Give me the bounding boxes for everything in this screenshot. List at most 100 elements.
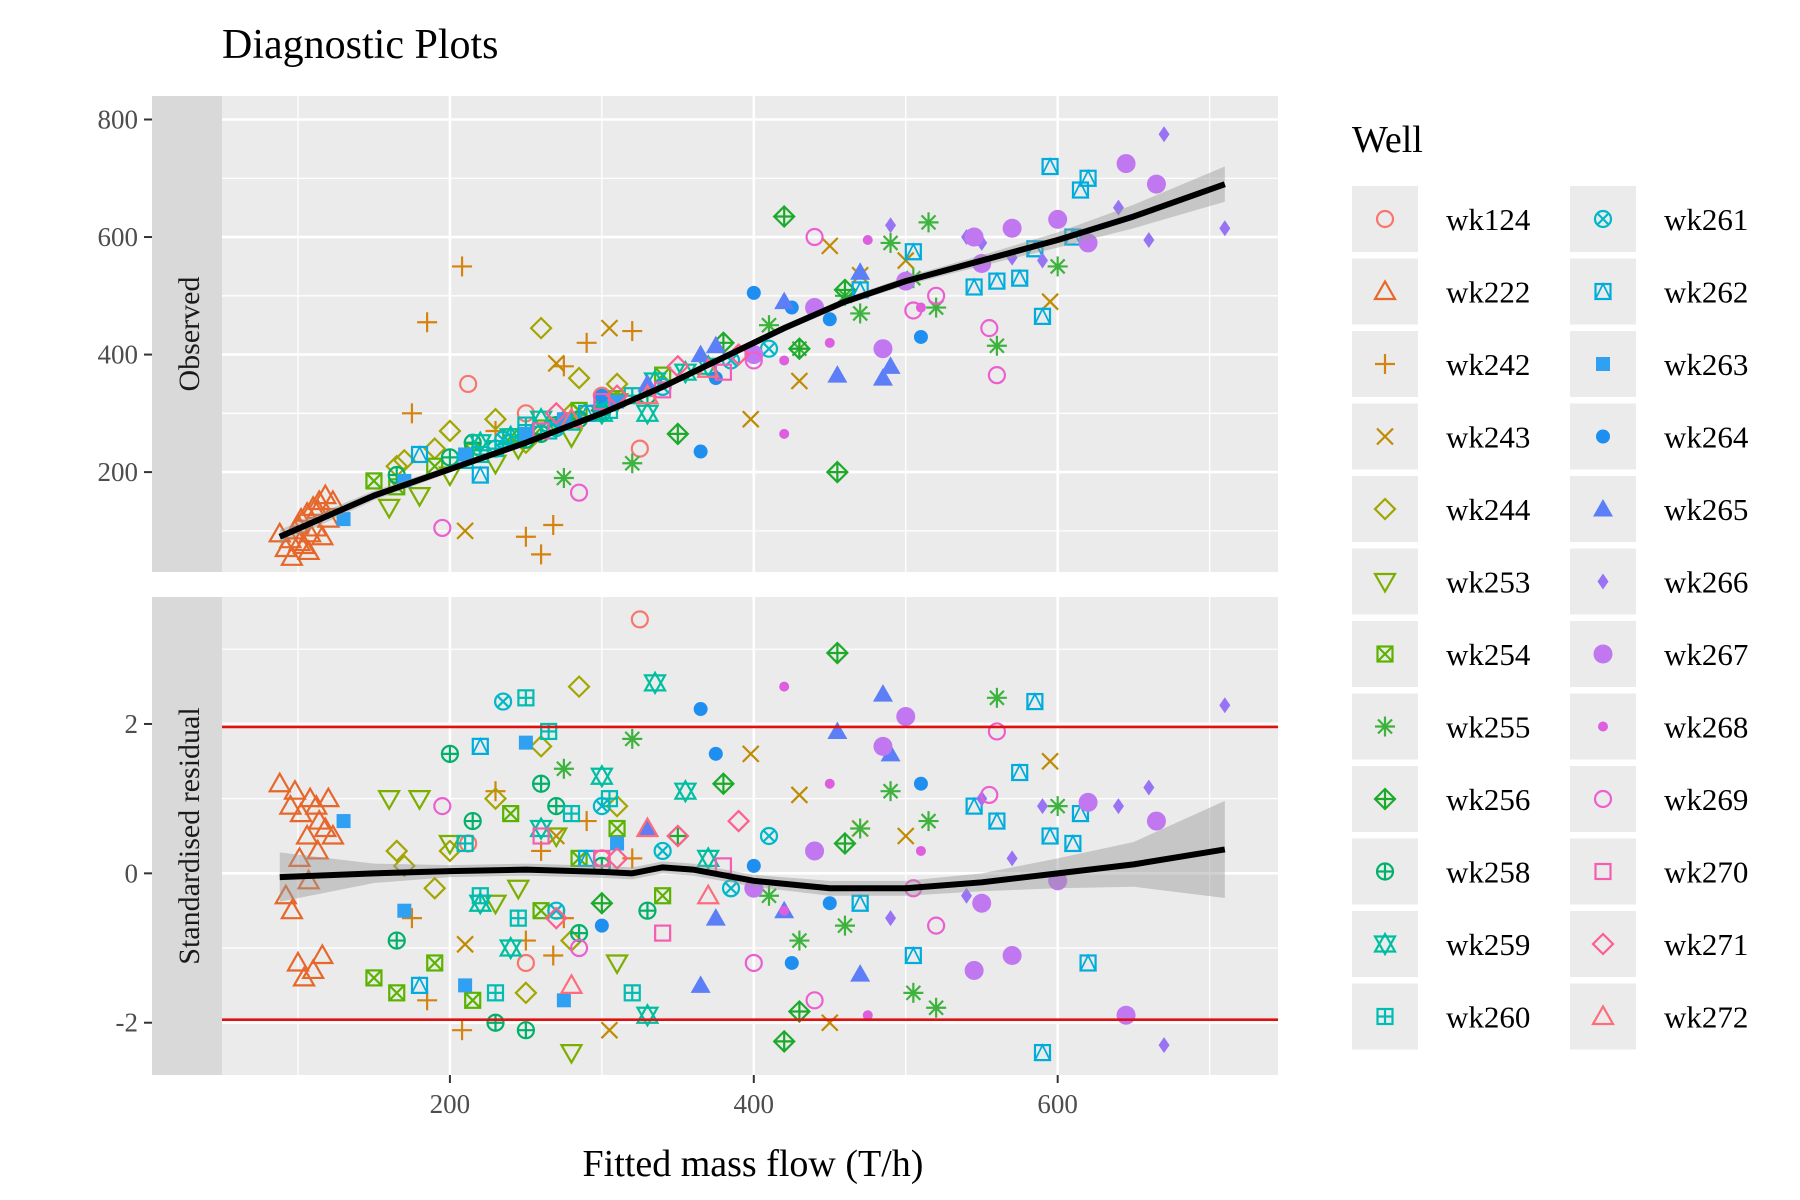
y-tick-label: 200 bbox=[98, 457, 139, 487]
data-point-wk254 bbox=[365, 472, 383, 490]
data-point-wk267 bbox=[873, 339, 893, 359]
data-point-wk269 bbox=[980, 319, 999, 338]
data-point-wk266 bbox=[1219, 220, 1231, 237]
legend-symbol-wk265 bbox=[1593, 499, 1613, 517]
legend-label: wk242 bbox=[1446, 347, 1530, 382]
data-point-wk222 bbox=[301, 958, 326, 980]
data-point-wk267 bbox=[1146, 811, 1166, 831]
data-point-wk256 bbox=[590, 891, 614, 915]
data-point-wk243 bbox=[456, 522, 474, 540]
data-point-wk243 bbox=[820, 1013, 839, 1032]
data-point-wk261 bbox=[653, 841, 672, 861]
data-point-wk267 bbox=[1048, 209, 1068, 229]
x-tick-label: 400 bbox=[734, 1089, 775, 1119]
data-point-wk253 bbox=[407, 790, 432, 811]
data-point-wk264 bbox=[594, 918, 609, 933]
data-point-wk264 bbox=[708, 746, 723, 761]
legend-title: Well bbox=[1352, 119, 1423, 161]
legend-label: wk263 bbox=[1664, 347, 1748, 382]
legend-symbol-wk222 bbox=[1373, 279, 1397, 301]
data-point-wk258 bbox=[569, 923, 589, 943]
data-point-wk253 bbox=[605, 954, 629, 976]
data-point-wk264 bbox=[913, 329, 928, 344]
data-point-wk124 bbox=[630, 439, 649, 458]
data-point-wk255 bbox=[903, 982, 924, 1003]
legend-label: wk272 bbox=[1664, 1000, 1748, 1035]
data-point-wk222 bbox=[273, 883, 298, 905]
data-point-wk244 bbox=[483, 787, 508, 811]
data-point-wk265 bbox=[872, 684, 893, 702]
data-point-wk244 bbox=[392, 854, 416, 878]
data-point-wk242 bbox=[543, 514, 564, 535]
legend-symbol-wk124 bbox=[1375, 209, 1395, 229]
data-point-wk269 bbox=[904, 301, 923, 320]
data-point-wk259 bbox=[498, 935, 523, 961]
data-point-wk266 bbox=[1006, 850, 1018, 867]
data-point-wk254 bbox=[464, 991, 482, 1009]
data-point-wk222 bbox=[296, 868, 321, 890]
x-tick-label: 600 bbox=[1037, 1089, 1078, 1119]
data-point-wk261 bbox=[592, 797, 611, 816]
data-point-wk269 bbox=[987, 722, 1007, 741]
data-point-wk222 bbox=[286, 950, 310, 972]
legend-key bbox=[1352, 911, 1418, 977]
data-point-wk260 bbox=[562, 804, 581, 823]
data-point-wk258 bbox=[440, 744, 460, 763]
data-point-wk267 bbox=[1002, 218, 1022, 238]
legend-item-wk262: wk262 bbox=[1570, 258, 1748, 325]
data-point-wk268 bbox=[779, 428, 790, 439]
data-point-wk255 bbox=[1047, 256, 1068, 277]
legend-symbol-wk256 bbox=[1373, 787, 1397, 811]
data-point-wk267 bbox=[1078, 792, 1098, 812]
legend-item-wk269: wk269 bbox=[1570, 766, 1748, 832]
data-point-wk222 bbox=[287, 846, 312, 868]
data-point-wk265 bbox=[774, 291, 795, 310]
data-point-wk268 bbox=[915, 845, 926, 856]
y-tick-label: 800 bbox=[98, 105, 139, 135]
data-point-wk263 bbox=[397, 903, 412, 918]
legend-symbol-wk261 bbox=[1593, 209, 1613, 229]
legend-item-wk264: wk264 bbox=[1570, 403, 1749, 470]
data-point-wk264 bbox=[913, 776, 928, 791]
legend-item-wk270: wk270 bbox=[1570, 838, 1748, 905]
data-point-wk255 bbox=[1047, 796, 1068, 817]
data-point-wk243 bbox=[1041, 752, 1059, 771]
data-point-wk222 bbox=[321, 823, 345, 845]
data-point-wk255 bbox=[926, 997, 947, 1018]
data-point-wk266 bbox=[1112, 798, 1124, 815]
legend-key bbox=[1352, 476, 1418, 542]
data-point-wk261 bbox=[759, 826, 779, 846]
legend-label: wk262 bbox=[1664, 275, 1748, 310]
data-point-wk244 bbox=[483, 407, 508, 431]
data-point-wk255 bbox=[850, 303, 871, 324]
data-point-wk255 bbox=[918, 811, 939, 832]
data-point-wk258 bbox=[638, 901, 657, 920]
y-tick-label: 2 bbox=[125, 709, 139, 739]
data-point-wk270 bbox=[532, 827, 550, 845]
data-point-wk265 bbox=[880, 356, 901, 374]
data-point-wk262 bbox=[987, 271, 1006, 290]
legend-label: wk258 bbox=[1446, 855, 1530, 890]
data-point-wk242 bbox=[452, 1020, 473, 1041]
legend-label: wk259 bbox=[1446, 927, 1530, 962]
data-point-wk258 bbox=[516, 1021, 535, 1040]
data-point-wk266 bbox=[1143, 231, 1155, 248]
data-point-wk262 bbox=[410, 975, 429, 994]
data-point-wk262 bbox=[1010, 268, 1029, 287]
data-point-wk265 bbox=[827, 365, 848, 383]
data-point-wk243 bbox=[790, 786, 809, 804]
data-point-wk266 bbox=[1158, 1037, 1170, 1054]
data-point-wk267 bbox=[744, 345, 764, 365]
legend-symbol-wk269 bbox=[1593, 789, 1613, 809]
data-point-wk222 bbox=[283, 778, 307, 800]
data-point-wk243 bbox=[741, 745, 760, 763]
data-point-wk267 bbox=[972, 893, 992, 913]
data-point-wk263 bbox=[458, 978, 473, 993]
data-point-wk266 bbox=[961, 887, 973, 904]
confidence-band bbox=[279, 800, 1225, 902]
data-point-wk256 bbox=[787, 999, 811, 1024]
legend-symbol-wk264 bbox=[1596, 429, 1610, 444]
data-point-wk222 bbox=[287, 530, 312, 552]
data-point-wk259 bbox=[529, 816, 553, 841]
